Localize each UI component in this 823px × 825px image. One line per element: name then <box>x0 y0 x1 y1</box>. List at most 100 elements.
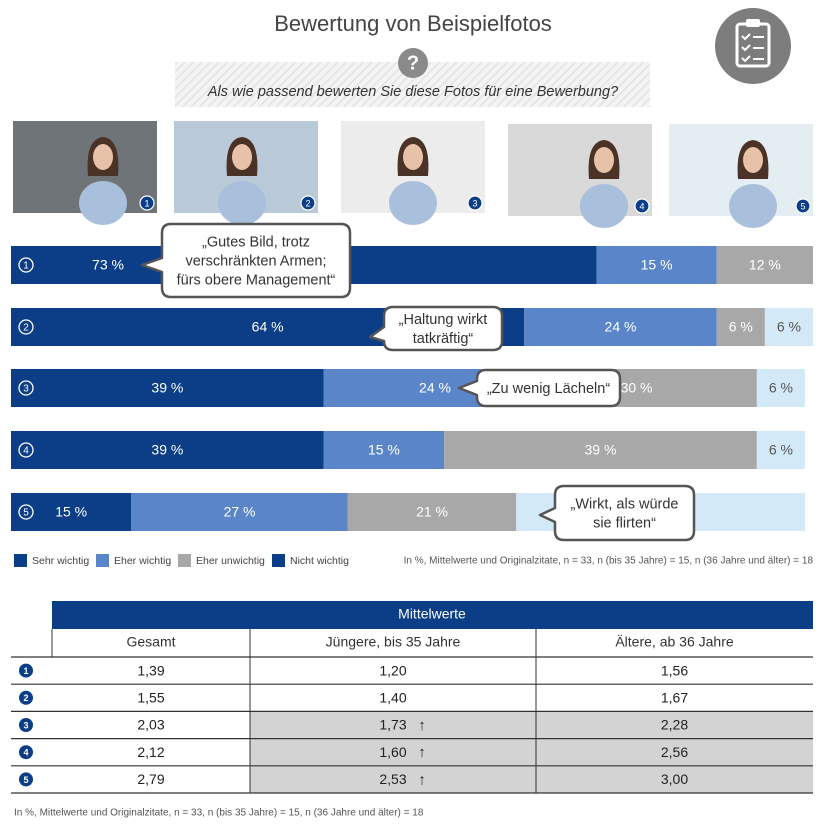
photo-number: 4 <box>639 201 644 211</box>
table-cell: 2,12 <box>137 744 164 760</box>
row-number: 2 <box>23 323 29 334</box>
table-row-label: 1 <box>23 666 28 676</box>
photo-number-circle <box>634 198 650 214</box>
table-row-label: 5 <box>23 775 28 785</box>
photo-number-circle <box>795 198 811 214</box>
value-label: 12 % <box>749 257 781 273</box>
question-mark: ? <box>407 52 419 74</box>
trend-arrow: ↑ <box>418 717 426 734</box>
photo: 4 <box>508 124 652 228</box>
highlight-cells <box>250 711 813 739</box>
table-row-circle <box>19 718 33 732</box>
title: Bewertung von Beispielfotos <box>274 11 552 36</box>
table-row-circle <box>19 690 33 705</box>
table-title: Mittelwerte <box>398 606 466 622</box>
table-cell: 1,55 <box>137 690 164 706</box>
photo-face <box>743 147 763 173</box>
photo-body <box>389 181 437 225</box>
photo-number: 3 <box>472 198 477 208</box>
table-row-label: 2 <box>23 693 28 703</box>
value-label: 21 % <box>416 504 448 520</box>
legend-label: Sehr wichtig <box>32 555 89 567</box>
bar-segment <box>716 308 765 346</box>
bar-segment <box>11 431 324 469</box>
callout-box <box>140 222 352 299</box>
photo-number: 5 <box>800 201 805 211</box>
photo-body <box>218 181 266 225</box>
row-number-circle <box>18 257 34 273</box>
value-label: 27 % <box>224 504 256 520</box>
value-label: 15 % <box>55 504 87 520</box>
photo-face <box>403 144 423 170</box>
table-cell: 2,03 <box>137 717 164 733</box>
highlight-cells <box>250 765 813 793</box>
trend-arrow: ↑ <box>418 744 426 761</box>
bar-segment <box>524 308 717 346</box>
row-number: 3 <box>23 384 29 395</box>
table-cell: 3,00 <box>661 771 688 787</box>
table-cell: 2,56 <box>661 744 688 760</box>
photo-bg <box>508 124 652 216</box>
value-label: 30 % <box>621 380 653 396</box>
note: In %, Mittelwerte und Originalzitate, n … <box>404 556 814 567</box>
table-cell: 1,67 <box>661 690 688 706</box>
row-number: 1 <box>23 261 29 272</box>
photo-number: 1 <box>144 198 149 208</box>
table-cell: 2,79 <box>137 771 164 787</box>
callout-text: „Haltung wirkt <box>399 312 488 328</box>
bar-segment <box>11 493 132 531</box>
value-label: 39 % <box>151 380 183 396</box>
clipboard-icon <box>715 8 791 84</box>
callout-text: „Gutes Bild, trotz <box>202 234 310 250</box>
value-label: 24 % <box>605 319 637 335</box>
table-row-circle <box>19 745 33 760</box>
highlight-cells <box>250 738 813 766</box>
photo: 3 <box>341 121 485 225</box>
value-label: 39 % <box>585 442 617 458</box>
callout-box <box>457 368 622 408</box>
value-label: 73 % <box>92 257 124 273</box>
column-header: Jüngere, bis 35 Jahre <box>326 634 461 650</box>
legend-swatch <box>14 554 27 567</box>
value-label: 24 % <box>419 380 451 396</box>
table-cell: 1,39 <box>137 662 164 678</box>
table-row-circle <box>19 772 33 787</box>
photo-number-circle <box>139 195 155 211</box>
bar-segment <box>323 431 445 469</box>
photo-body <box>729 184 777 228</box>
value-label: 6 % <box>729 319 753 335</box>
bar-segment <box>596 246 717 284</box>
trend-arrow: ↑ <box>418 771 426 788</box>
table-cell: 2,28 <box>661 717 688 733</box>
callout-text: „Zu wenig Lächeln“ <box>487 381 610 397</box>
table-row-circle <box>19 663 33 678</box>
value-label: 64 % <box>252 319 284 335</box>
bar-segment <box>444 431 757 469</box>
legend-swatch <box>272 554 285 567</box>
legend-label: Eher unwichtig <box>196 555 265 567</box>
bar-segment <box>131 493 348 531</box>
legend-label: Eher wichtig <box>114 555 171 567</box>
value-label: 15 % <box>368 442 400 458</box>
callout-text: tatkräftig“ <box>413 331 474 347</box>
legend-swatch <box>178 554 191 567</box>
row-number-circle <box>18 442 34 458</box>
table-row-label: 3 <box>23 720 28 730</box>
photo-number-circle <box>300 195 316 211</box>
callout-text: fürs obere Management“ <box>177 272 336 288</box>
column-header: Gesamt <box>126 634 175 650</box>
row-number: 4 <box>23 446 29 457</box>
photo-number: 2 <box>305 198 310 208</box>
photo-face <box>93 144 113 170</box>
legend-label: Nicht wichtig <box>290 555 349 567</box>
bar-segment <box>756 431 805 469</box>
value-label: 6 % <box>777 319 801 335</box>
value-label: 39 % <box>151 442 183 458</box>
table-cell: 1,20 <box>379 662 406 678</box>
value-label: 15 % <box>641 257 673 273</box>
value-label: 6 % <box>769 442 793 458</box>
bar-segment <box>756 369 805 407</box>
row-number-circle <box>18 504 34 520</box>
